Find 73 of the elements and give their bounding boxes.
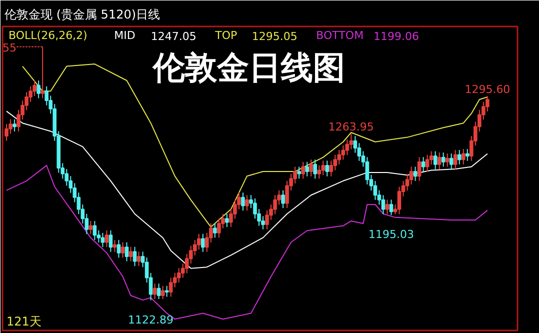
candlestick bbox=[417, 156, 422, 182]
candlestick bbox=[36, 80, 40, 99]
candlestick bbox=[309, 159, 313, 177]
candlestick bbox=[96, 230, 101, 244]
candlestick bbox=[128, 246, 133, 262]
candlestick bbox=[217, 218, 221, 238]
candlestick bbox=[168, 277, 173, 298]
candlestick bbox=[200, 233, 205, 252]
candlestick bbox=[449, 153, 454, 170]
annotation: 1295.60 bbox=[464, 83, 510, 96]
candlestick bbox=[421, 156, 426, 172]
candlestick bbox=[88, 220, 93, 235]
candlestick bbox=[441, 152, 446, 168]
candlestick bbox=[152, 283, 157, 300]
text: MID bbox=[114, 28, 136, 42]
chart-subtitle: 伦敦金现 (贵金属 5120)日线 bbox=[4, 8, 160, 22]
candlestick bbox=[466, 148, 470, 162]
candlestick bbox=[425, 154, 430, 172]
candlestick bbox=[461, 148, 466, 165]
candlestick bbox=[337, 149, 342, 165]
candlestick bbox=[104, 230, 109, 248]
candlestick bbox=[245, 194, 249, 212]
candlestick bbox=[433, 150, 438, 170]
candlestick bbox=[116, 239, 121, 258]
candlestick bbox=[225, 213, 229, 228]
text: 1199.06 bbox=[374, 30, 420, 43]
candlestick bbox=[120, 242, 125, 258]
candlestick bbox=[112, 239, 117, 252]
annotation: 1122.89 bbox=[128, 313, 174, 326]
candlestick bbox=[132, 246, 137, 267]
candlestick bbox=[385, 199, 390, 215]
candlestick bbox=[100, 232, 105, 248]
candlestick bbox=[453, 149, 458, 170]
candlestick bbox=[389, 199, 394, 216]
text: 1247.05 bbox=[150, 30, 196, 43]
candlestick bbox=[301, 161, 305, 180]
candlestick bbox=[413, 166, 418, 182]
candlestick bbox=[313, 159, 318, 180]
candlestick bbox=[213, 222, 217, 238]
candlestick bbox=[156, 283, 161, 300]
candlestick bbox=[397, 186, 402, 215]
candlestick bbox=[136, 251, 141, 267]
candlestick bbox=[160, 285, 165, 300]
text: TOP bbox=[214, 28, 238, 42]
candlestick bbox=[317, 164, 322, 180]
candlestick bbox=[305, 161, 309, 177]
candlestick bbox=[176, 268, 181, 284]
candlestick bbox=[373, 180, 378, 200]
candlestick bbox=[241, 192, 245, 212]
candlestick bbox=[349, 133, 354, 150]
text: 1295.05 bbox=[252, 30, 298, 43]
candlestick bbox=[437, 152, 442, 170]
candlestick bbox=[445, 153, 450, 168]
legend-title: BOLL(26,26,2) bbox=[8, 28, 88, 42]
candlestick bbox=[457, 149, 462, 165]
candlestick bbox=[325, 160, 330, 177]
candlestick bbox=[12, 118, 16, 132]
annotation: 55 bbox=[2, 41, 16, 54]
chart-title: 伦敦金日线图 bbox=[152, 48, 345, 87]
text: 121天 bbox=[6, 314, 42, 329]
candlestick bbox=[92, 220, 97, 240]
annotation: 1195.03 bbox=[368, 228, 414, 242]
candlestick bbox=[381, 194, 386, 215]
candlestick bbox=[281, 190, 285, 209]
candlestick bbox=[4, 124, 8, 142]
candlestick bbox=[108, 230, 113, 252]
candlestick bbox=[164, 285, 169, 298]
candlestick bbox=[84, 213, 89, 235]
candlestick bbox=[321, 160, 326, 176]
candlestick bbox=[124, 242, 129, 262]
annotation: 1263.95 bbox=[328, 120, 374, 134]
text: BOTTOM bbox=[316, 28, 364, 42]
candlestick bbox=[297, 166, 301, 180]
